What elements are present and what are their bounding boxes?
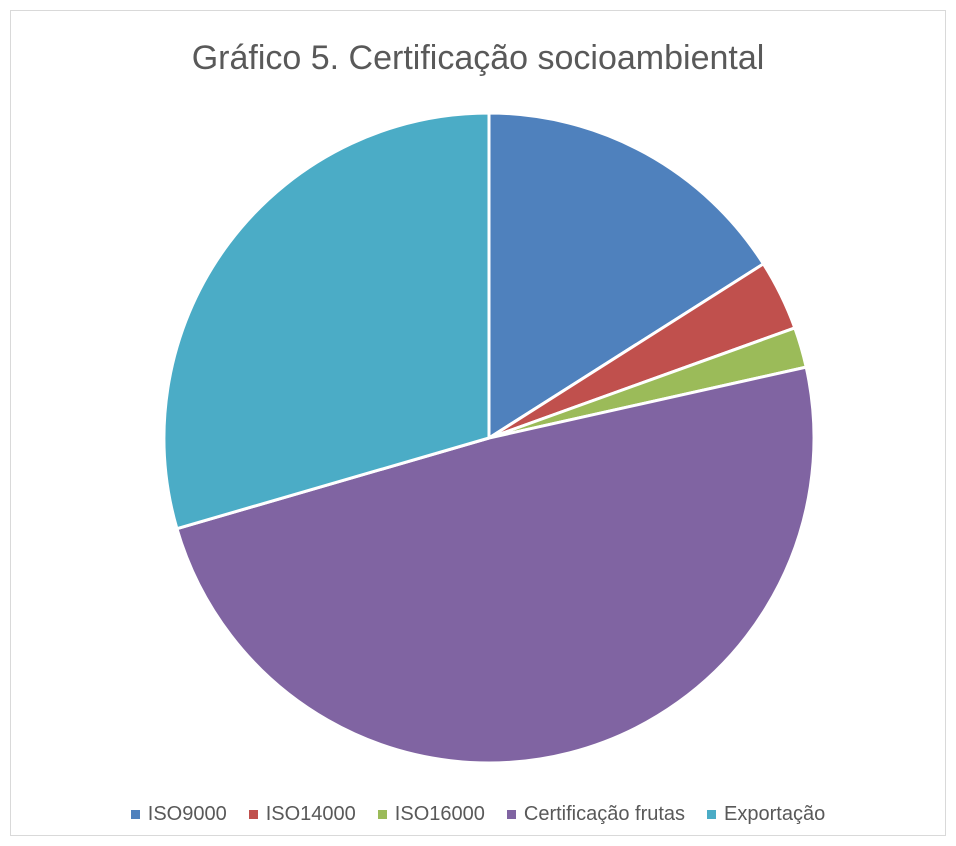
legend-label: Certificação frutas [523,803,686,825]
legend-label: ISO14000 [265,803,356,825]
pie-slice-certifica-o-frutas [175,365,816,765]
legend-swatch [707,810,717,819]
pie-slice-exporta-o [162,111,491,531]
legend-swatch [506,810,516,819]
legend: ISO9000 ISO14000 ISO16000 Certificação frut… [11,803,945,826]
legend-item-exporta-o: Exportação [707,803,825,826]
legend-item-iso14000: ISO14000 [248,803,356,826]
pie-chart [162,111,816,765]
legend-label: Exportação [724,803,826,825]
pie-slice-iso9000 [487,111,765,440]
legend-swatch [248,810,258,819]
legend-swatch [377,810,387,819]
legend-item-iso16000: ISO16000 [377,803,485,826]
chart-area: Gráfico 5. Certificação socioambiental I… [10,10,946,836]
chart-title: Gráfico 5. Certificação socioambiental [191,39,765,77]
legend-label: ISO9000 [147,803,227,825]
legend-label: ISO16000 [394,803,485,825]
legend-swatch [130,810,140,819]
legend-item-iso9000: ISO9000 [130,803,227,826]
legend-item-certifica-o-frutas: Certificação frutas [506,803,686,826]
